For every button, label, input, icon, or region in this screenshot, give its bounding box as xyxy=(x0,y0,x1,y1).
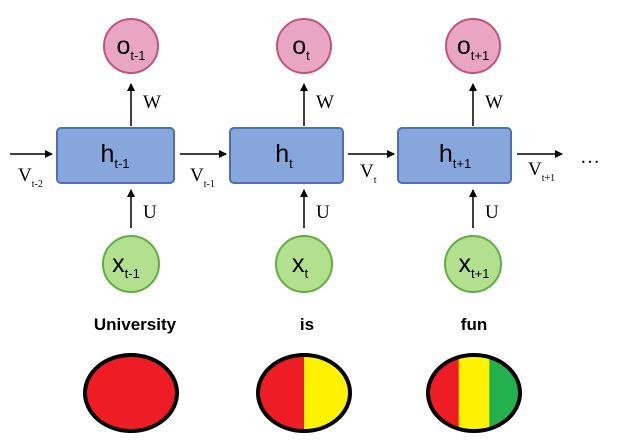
hidden-node-1: ht-1 xyxy=(56,127,175,184)
output-label-sub: t xyxy=(306,48,310,63)
input-circle xyxy=(275,235,333,293)
svg-text:ot-1: ot-1 xyxy=(116,32,145,63)
output-label-base: o xyxy=(116,32,130,60)
hidden-label-sub: t xyxy=(289,156,293,171)
output-node-2: ot xyxy=(276,18,332,74)
transition-label-sub: t-2 xyxy=(32,179,43,190)
output-circle xyxy=(445,18,501,74)
input-label-base: x xyxy=(292,250,305,278)
hidden-box xyxy=(229,127,344,184)
word-label: University xyxy=(94,315,177,334)
weight-label-u: U xyxy=(316,202,330,223)
input-circle xyxy=(444,235,502,293)
svg-text:Vt-1: Vt-1 xyxy=(190,165,215,190)
hidden-label-base: h xyxy=(439,140,453,168)
transition-label-base: V xyxy=(190,165,204,186)
svg-text:ht+1: ht+1 xyxy=(439,140,471,171)
token-ellipse-outline xyxy=(426,353,522,433)
token-ellipse-outline xyxy=(256,353,352,433)
input-label-sub: t-1 xyxy=(125,266,140,281)
svg-text:xt: xt xyxy=(292,250,309,281)
weight-label-u: U xyxy=(485,202,499,223)
color-stripe xyxy=(458,355,490,431)
input-node-1: xt-1 xyxy=(102,235,160,293)
hidden-label-sub: t+1 xyxy=(453,156,471,171)
svg-text:ht: ht xyxy=(275,140,293,171)
token-ellipse-3 xyxy=(426,353,522,433)
time-step-3: ot+1 W ht+1 U xt+1 fun xyxy=(397,18,522,433)
continuation-ellipsis: … xyxy=(580,146,600,168)
weight-label-u: U xyxy=(143,202,157,223)
transition-label-base: V xyxy=(18,165,32,186)
input-circle xyxy=(102,235,160,293)
svg-text:ht-1: ht-1 xyxy=(100,140,129,171)
transition-label-base: V xyxy=(360,161,374,182)
word-label: is xyxy=(300,315,314,334)
token-ellipse-2 xyxy=(256,353,352,433)
input-node-3: xt+1 xyxy=(444,235,502,293)
transition-label-sub: t xyxy=(374,175,377,186)
recurrent-transition-2: Vt-1 xyxy=(180,150,227,190)
weight-label-w: W xyxy=(316,92,334,113)
output-circle xyxy=(103,18,159,74)
weight-label-w: W xyxy=(143,92,161,113)
svg-text:xt-1: xt-1 xyxy=(112,250,140,281)
hidden-node-2: ht xyxy=(229,127,344,184)
hidden-node-3: ht+1 xyxy=(397,127,512,184)
token-ellipse-1 xyxy=(83,353,179,433)
input-label-sub: t xyxy=(304,266,308,281)
output-node-1: ot-1 xyxy=(103,18,159,74)
hidden-label-base: h xyxy=(100,140,114,168)
recurrent-transition-4: Vt+1 xyxy=(517,150,563,184)
hidden-box xyxy=(397,127,512,184)
svg-text:Vt: Vt xyxy=(360,161,377,186)
output-label-sub: t-1 xyxy=(130,48,145,63)
token-ellipse-outline xyxy=(83,353,179,433)
recurrent-transition-3: Vt xyxy=(348,150,395,186)
svg-text:xt+1: xt+1 xyxy=(459,250,490,281)
output-circle xyxy=(276,18,332,74)
input-label-base: x xyxy=(459,250,472,278)
output-label-base: o xyxy=(292,32,306,60)
recurrent-transition-1: Vt-2 xyxy=(10,150,53,190)
output-label-sub: t+1 xyxy=(471,48,489,63)
svg-text:ot+1: ot+1 xyxy=(457,32,489,63)
svg-text:Vt-2: Vt-2 xyxy=(18,165,43,190)
svg-text:Vt+1: Vt+1 xyxy=(528,159,555,184)
hidden-box xyxy=(56,127,175,184)
hidden-label-base: h xyxy=(275,140,289,168)
time-step-2: ot W ht U xt is xyxy=(229,18,352,433)
time-step-1: ot-1 W ht-1 U xt-1 University xyxy=(56,18,179,433)
output-node-3: ot+1 xyxy=(445,18,501,74)
input-node-2: xt xyxy=(275,235,333,293)
output-label-base: o xyxy=(457,32,471,60)
svg-text:ot: ot xyxy=(292,32,310,63)
word-label: fun xyxy=(461,315,487,334)
color-stripe xyxy=(85,355,177,431)
transition-label-base: V xyxy=(528,159,542,180)
input-label-sub: t+1 xyxy=(471,266,489,281)
weight-label-w: W xyxy=(485,92,503,113)
transition-label-sub: t-1 xyxy=(204,179,215,190)
input-label-base: x xyxy=(112,250,125,278)
transition-label-sub: t+1 xyxy=(542,173,555,184)
hidden-label-sub: t-1 xyxy=(114,156,129,171)
